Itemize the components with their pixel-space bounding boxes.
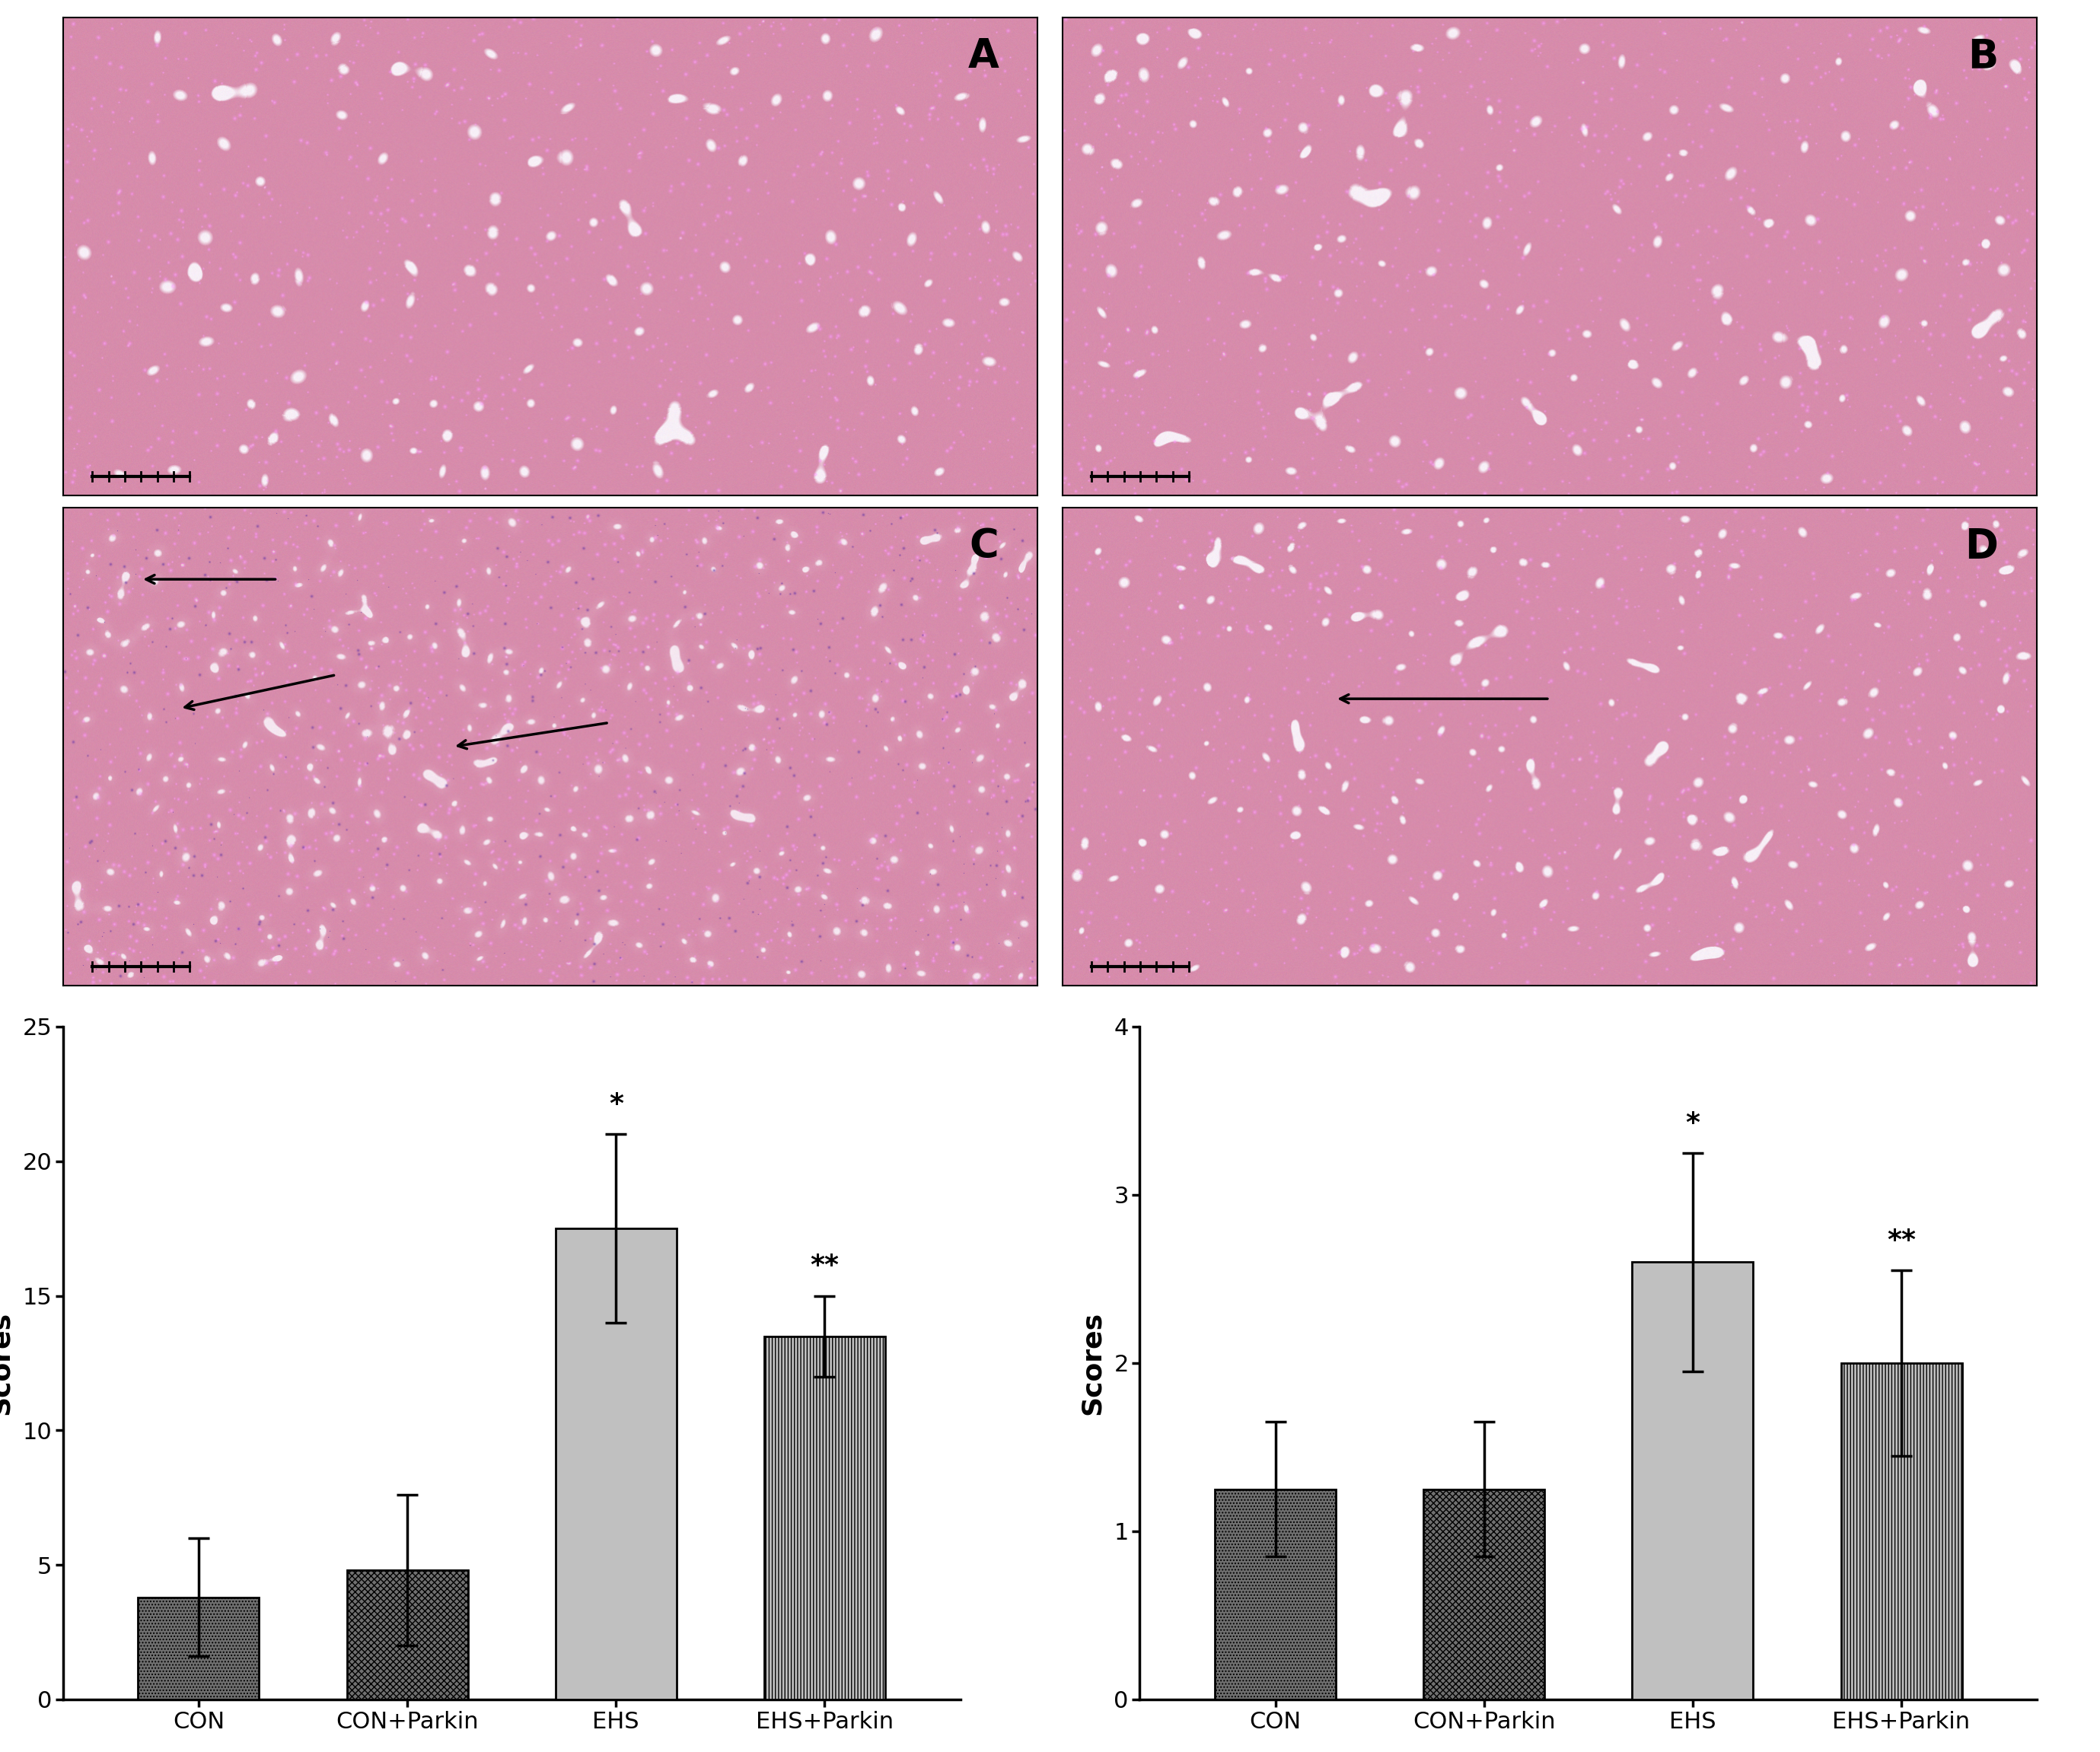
Text: *: * (609, 1091, 624, 1118)
Text: B: B (1968, 37, 1997, 77)
Bar (1632, 1261, 1753, 1699)
Text: D: D (1966, 527, 1997, 566)
Bar (764, 1337, 886, 1699)
Text: A: A (968, 37, 1000, 77)
Text: *: * (1686, 1111, 1699, 1135)
Text: C: C (970, 527, 1000, 566)
Y-axis label: Scores: Scores (1079, 1310, 1105, 1416)
Bar (1214, 1489, 1336, 1699)
Bar (346, 1570, 468, 1699)
Bar (139, 1598, 258, 1699)
Text: **: ** (1888, 1228, 1915, 1254)
Y-axis label: Scores: Scores (0, 1310, 15, 1416)
Bar (1424, 1489, 1544, 1699)
Bar (1842, 1363, 1961, 1699)
Bar (556, 1228, 676, 1699)
Text: **: ** (811, 1253, 840, 1279)
